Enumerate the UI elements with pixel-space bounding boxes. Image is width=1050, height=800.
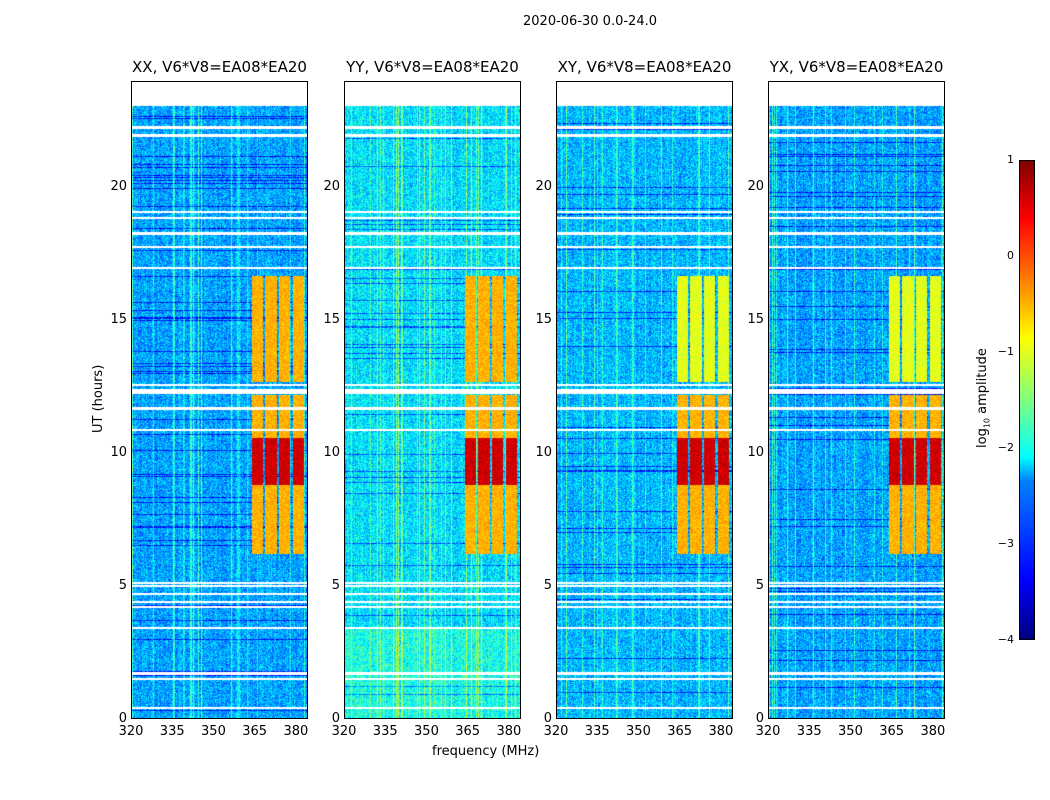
heatmap-image <box>132 82 307 718</box>
colorbar-tick-label: −2 <box>997 441 1014 454</box>
y-tick-label: 10 <box>110 445 127 461</box>
panel-title: YY, V6*V8=EA08*EA20 <box>346 58 519 76</box>
x-tick-label: 350 <box>201 724 226 739</box>
y-tick-label: 0 <box>118 711 127 726</box>
x-tick-label: 350 <box>626 724 651 739</box>
figure-title: 2020-06-30 0.0-24.0 <box>523 14 657 29</box>
x-tick-label: 380 <box>283 724 309 739</box>
x-tick-label: 380 <box>496 724 522 739</box>
y-tick-label: 10 <box>323 445 340 461</box>
waterfall-panel-0 <box>131 81 308 719</box>
x-tick-label: 320 <box>543 724 569 739</box>
colorbar-tick-label: 0 <box>1007 249 1014 262</box>
y-axis-label: UT (hours) <box>91 364 106 433</box>
y-tick-label: 0 <box>331 711 340 726</box>
x-tick-label: 350 <box>838 724 863 739</box>
x-tick-label: 365 <box>879 724 905 739</box>
y-tick-label: 15 <box>535 312 552 328</box>
panel-title: YX, V6*V8=EA08*EA20 <box>769 58 944 76</box>
waterfall-panel-1 <box>344 81 521 719</box>
x-tick-label: 320 <box>118 724 144 739</box>
x-tick-label: 365 <box>455 724 481 739</box>
y-tick-label: 20 <box>110 179 127 195</box>
colorbar-label: log10 amplitude <box>975 348 992 448</box>
x-tick-label: 320 <box>755 724 781 739</box>
y-tick-label: 15 <box>323 312 340 328</box>
y-tick-label: 15 <box>747 312 764 328</box>
y-tick-label: 20 <box>535 179 552 195</box>
x-tick-label: 365 <box>667 724 693 739</box>
y-tick-label: 0 <box>543 711 552 726</box>
colorbar-tick-label: −1 <box>997 345 1014 358</box>
y-tick-label: 15 <box>110 312 127 328</box>
x-tick-label: 335 <box>584 724 610 739</box>
y-tick-label: 5 <box>331 578 340 594</box>
x-axis-label: frequency (MHz) <box>432 744 540 759</box>
x-tick-label: 335 <box>372 724 398 739</box>
y-tick-label: 5 <box>755 578 764 594</box>
y-tick-label: 5 <box>118 578 127 594</box>
waterfall-panel-3 <box>768 81 945 719</box>
heatmap-image <box>557 82 732 718</box>
y-tick-label: 10 <box>535 445 552 461</box>
colorbar <box>1019 160 1035 640</box>
x-tick-label: 335 <box>796 724 822 739</box>
colorbar-tick-label: −4 <box>997 633 1014 646</box>
y-tick-label: 0 <box>755 711 764 726</box>
x-tick-label: 380 <box>708 724 734 739</box>
y-tick-label: 20 <box>323 179 340 195</box>
heatmap-image <box>769 82 944 718</box>
x-tick-label: 335 <box>159 724 185 739</box>
y-tick-label: 10 <box>747 445 764 461</box>
x-tick-label: 350 <box>414 724 439 739</box>
colorbar-tick-label: −3 <box>997 537 1014 550</box>
panel-title: XY, V6*V8=EA08*EA20 <box>557 58 732 76</box>
y-tick-label: 5 <box>543 578 552 594</box>
waterfall-panel-2 <box>556 81 733 719</box>
x-tick-label: 365 <box>242 724 268 739</box>
panel-title: XX, V6*V8=EA08*EA20 <box>132 58 307 76</box>
x-tick-label: 320 <box>331 724 357 739</box>
heatmap-image <box>345 82 520 718</box>
x-tick-label: 380 <box>920 724 946 739</box>
y-tick-label: 20 <box>747 179 764 195</box>
colorbar-tick-label: 1 <box>1007 153 1014 166</box>
